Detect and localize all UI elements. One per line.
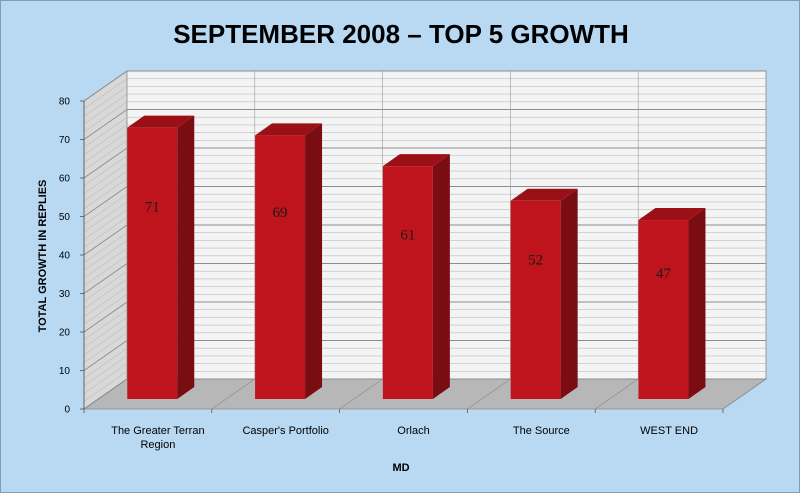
x-tick-label: Casper's Portfolio [242, 425, 328, 437]
gridline-side [83, 132, 128, 163]
gridline-side [83, 355, 128, 387]
gridline-side [83, 140, 128, 171]
chart-title: SEPTEMBER 2008 – TOP 5 GROWTH [173, 19, 629, 49]
gridline-side [83, 70, 128, 102]
bars: 71 69 61 52 47 [127, 115, 706, 400]
bar-top [255, 123, 323, 136]
floor-divider [339, 378, 383, 410]
bar-side [305, 123, 323, 399]
floor-divider [83, 378, 128, 410]
gridline-side [83, 270, 128, 302]
bar-front [382, 166, 433, 399]
gridline-side [83, 109, 128, 140]
bar-side [560, 188, 578, 399]
gridline-side [83, 347, 128, 379]
gridline-side [83, 163, 128, 194]
gridline-side [83, 193, 128, 225]
gridline-side [83, 371, 128, 402]
gridline-side [83, 286, 128, 317]
x-tick-label: Orlach [397, 425, 429, 437]
gridline-side [83, 124, 128, 156]
bar-top [510, 188, 578, 201]
gridline-side [83, 101, 128, 133]
y-tick-label: 70 [59, 135, 71, 146]
gridline-side [83, 301, 128, 333]
x-axis-title: MD [392, 462, 409, 474]
gridline-side [83, 317, 128, 348]
y-tick-label: 50 [59, 212, 71, 223]
y-tick-label: 0 [64, 405, 70, 416]
bar: 52 [510, 188, 578, 399]
gridline-side [83, 78, 128, 109]
gridline-side [83, 232, 128, 263]
bar-front [510, 200, 561, 399]
gridline-side [83, 240, 128, 271]
bar: 61 [382, 154, 450, 399]
gridline-side [83, 178, 128, 210]
bar-top [127, 115, 195, 128]
y-tick-label: 60 [59, 174, 71, 185]
x-tick-label: The Source [513, 425, 570, 437]
floor-divider [595, 378, 639, 410]
y-tick-label: 30 [59, 289, 71, 300]
bar: 69 [255, 123, 323, 399]
floor-divider [722, 378, 767, 410]
gridline-side [83, 201, 128, 233]
gridline-side [83, 86, 128, 117]
gridline-side [83, 255, 128, 287]
data-label: 69 [273, 205, 288, 221]
gridline-side [83, 209, 128, 240]
data-label: 52 [528, 252, 543, 268]
gridline-side [83, 278, 128, 310]
bar-front [255, 135, 306, 399]
gridline-side [83, 147, 128, 179]
bar-side [688, 208, 706, 399]
gridline-side [83, 309, 128, 340]
gridline-side [83, 263, 128, 294]
y-tick-label: 20 [59, 328, 71, 339]
gridline-side [83, 294, 128, 325]
floor-divider [211, 378, 255, 410]
x-axis-ticks: The Greater Terran Region Casper's Portfol… [111, 425, 698, 451]
data-label: 61 [400, 227, 415, 243]
y-tick-label: 40 [59, 251, 71, 262]
bar-top [638, 208, 706, 221]
data-label: 47 [656, 266, 672, 282]
floor-divider [467, 378, 511, 410]
bar-front [127, 127, 178, 400]
gridline-side [83, 170, 128, 202]
y-axis-ticks: 0 10 20 30 40 50 60 70 80 [59, 97, 85, 416]
gridline-side [83, 224, 128, 256]
bar: 71 [127, 115, 195, 400]
bar: 47 [638, 208, 706, 399]
gridline-side [83, 155, 128, 186]
gridline-side [83, 217, 128, 248]
gridline-side [83, 340, 128, 371]
gridline-side [83, 186, 128, 217]
y-axis-title: TOTAL GROWTH IN REPLIES [37, 180, 49, 333]
gridline-side [83, 247, 128, 279]
bar-top [382, 154, 450, 167]
y-tick-label: 10 [59, 366, 71, 377]
gridline-side [83, 363, 128, 394]
gridline-side [83, 332, 128, 364]
bar-front [638, 220, 689, 399]
gridline-side [83, 93, 128, 125]
bar-side [432, 154, 450, 399]
data-label: 71 [145, 200, 160, 216]
y-tick-label: 80 [59, 97, 71, 108]
x-tick-label: WEST END [640, 425, 698, 437]
gridline-side [83, 116, 128, 148]
bar-side [177, 115, 195, 400]
gridline-side [83, 324, 128, 356]
x-tick-label: The Greater Terran Region [111, 425, 204, 451]
